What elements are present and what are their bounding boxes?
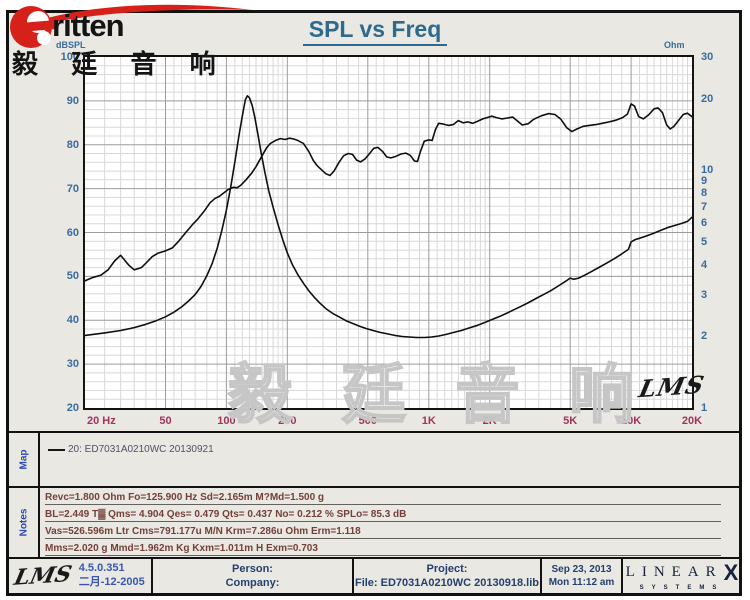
linearx-logo-top: LINEAR X [626,559,739,588]
app-version-date: 二月-12-2005 [78,576,145,588]
status-bar: LMS 4.5.0.351 二月-12-2005 Person: Company… [9,559,741,593]
map-row-label-cell: Map [9,433,38,486]
freq-tick-20: 20 Hz [87,415,116,427]
dbspl-tick-40: 40 [66,314,79,327]
company-label: Company: [225,577,280,589]
project-label: Project: [426,562,468,575]
ohm-tick-6: 6 [701,217,708,230]
footer-divider-3 [540,559,542,593]
dbspl-tick-60: 60 [66,226,79,239]
row-label-divider [38,433,40,557]
ohm-tick-9: 9 [701,175,708,188]
notes-row-label-cell: Notes [9,488,38,557]
brand-cjk-text: 毅 廷 音 响 [12,49,229,79]
dbspl-tick-90: 90 [66,94,79,107]
report-time: Mon 11:12 am [548,577,615,588]
notes-line-3: Vas=526.596m Ltr Cms=791.177u M/N Krm=7.… [45,526,721,539]
map-row-top-border [9,431,741,433]
freq-tick-50: 50 [159,415,172,427]
report-date: Sep 23, 2013 [551,564,612,575]
person-label: Person: [232,562,273,575]
brand-systems-text: SYSTEMS [639,585,725,592]
file-name: File: ED7031A0210WC 20130918.lib [354,577,540,589]
ohm-tick-8: 8 [701,187,708,200]
ohm-tick-4: 4 [701,258,708,271]
notes-line-4: Mms=2.020 g Mmd=1.962m Kg Kxm=1.011m H E… [45,543,721,556]
person-company-cell: Person: Company: [153,559,352,593]
spl-impedance-chart [85,57,692,408]
ohm-tick-2: 2 [701,330,708,343]
project-file-cell: Project: File: ED7031A0210WC 20130918.li… [354,559,540,593]
notes-line-1: Revc=1.800 Ohm Fo=125.900 Hz Sd=2.165m M… [45,492,721,505]
freq-tick-5000: 5K [563,415,578,427]
lms-plot-logo: LMS [636,369,708,404]
ohm-tick-7: 7 [701,201,708,214]
dbspl-tick-20: 20 [66,402,79,414]
freq-tick-1000: 1K [421,415,436,427]
freq-tick-100: 100 [217,415,236,427]
freq-tick-500: 500 [358,415,378,427]
linearx-cell: LINEAR X SYSTEMS [623,559,741,593]
ohm-tick-10: 10 [701,164,714,177]
lms-footer-logo: LMS [11,560,75,591]
freq-tick-2000: 2K [482,415,497,427]
eritten-logo-icon [10,6,56,48]
brand-linear-text: LINEAR [625,564,723,581]
ohm-tick-1: 1 [701,402,708,414]
notes-line-2: BL=2.449 T▓ Qms= 4.904 Qes= 0.479 Qts= 0… [45,509,721,522]
dbspl-tick-30: 30 [66,358,79,371]
map-row-label: Map [18,449,29,470]
curve-legend-swatch [48,449,65,451]
footer-divider-4 [621,559,623,593]
freq-tick-200: 200 [278,415,297,427]
ohm-tick-5: 5 [701,235,708,248]
ohm-tick-30: 30 [701,51,714,63]
left-axis-unit: dBSPL [56,40,86,50]
freq-tick-20000: 20K [681,415,703,427]
brand-x-text: X [723,559,739,585]
version-info: 4.5.0.351 二月-12-2005 [79,562,145,590]
footer-divider-2 [352,559,354,593]
footer-divider-1 [151,559,153,593]
datetime-cell: Sep 23, 2013 Mon 11:12 am [542,559,621,593]
footer-top-border [9,557,741,559]
linearx-logo: LINEAR X SYSTEMS [623,559,741,593]
logo-i-dot-icon [69,13,76,20]
dbspl-tick-50: 50 [66,270,79,283]
ohm-tick-3: 3 [701,288,708,301]
ohm-tick-20: 20 [701,92,714,105]
curve-legend-entry: 20: ED7031A0210WC 20130921 [68,444,214,455]
freq-tick-10000: 10K [620,415,642,427]
dbspl-tick-80: 80 [66,138,79,151]
dbspl-tick-100: 100 [60,51,79,63]
notes-row-label: Notes [17,508,29,537]
notes-row-top-border [9,486,741,488]
app-version: 4.5.0.351 [78,562,125,575]
logo-wordmark: ritten [52,8,124,43]
version-cell: LMS 4.5.0.351 二月-12-2005 [9,559,151,593]
dbspl-tick-70: 70 [66,182,79,195]
right-axis-unit: Ohm [664,40,685,50]
